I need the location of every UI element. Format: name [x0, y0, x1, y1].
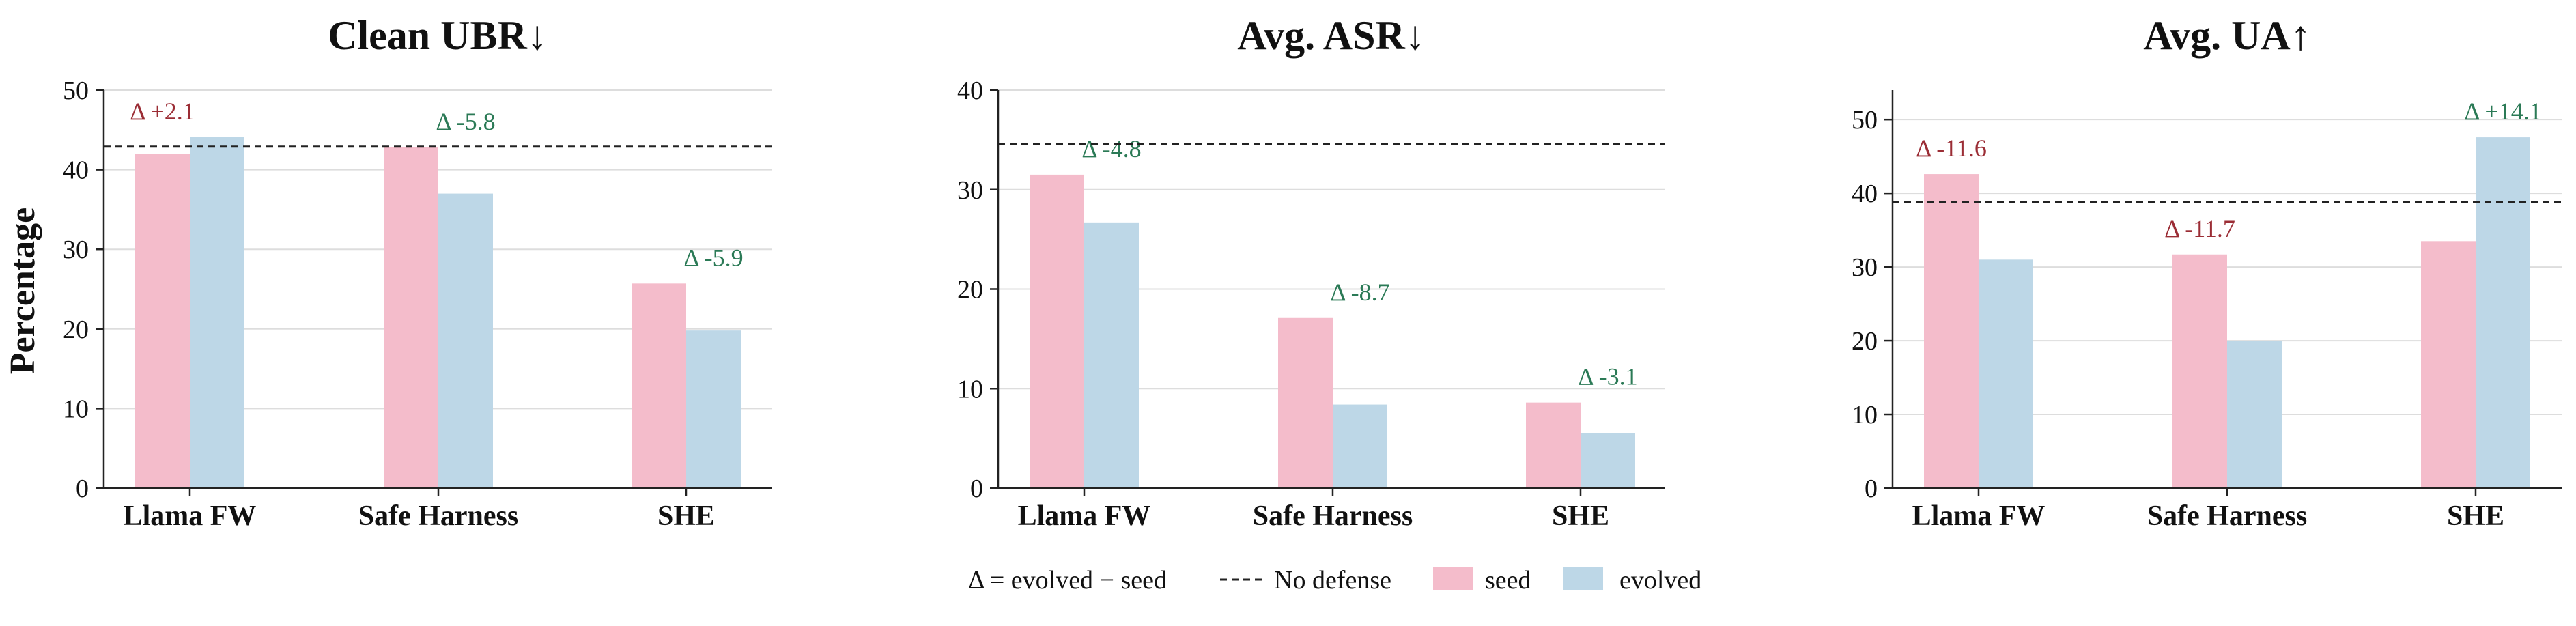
legend-no-defense-label: No defense — [1274, 566, 1391, 595]
bar-seed — [1924, 174, 1979, 489]
panel-3: Avg. UA↑ 0 10 20 30 40 50 Llama FW Δ -11.6 Safe H… — [1852, 13, 2562, 532]
bar-seed — [1030, 174, 1084, 488]
panel-1: Clean UBR↓ 0 10 20 30 40 50 Llama FW Δ +2.1 Safe … — [63, 13, 772, 532]
bar-evolved — [686, 330, 741, 488]
y-tick-label: 30 — [957, 176, 983, 205]
y-tick-label: 0 — [76, 474, 89, 503]
y-tick-label: 50 — [1852, 106, 1878, 134]
y-tick-label: 20 — [63, 315, 89, 344]
bar-evolved — [1979, 259, 2033, 488]
bar-seed — [632, 283, 686, 488]
bar-seed — [1526, 402, 1581, 488]
y-tick-label: 30 — [63, 236, 89, 264]
panel-2: Avg. ASR↓ 0 10 20 30 40 Llama FW Δ -4.8 Safe Har… — [957, 13, 1665, 532]
bar-evolved — [438, 193, 493, 488]
y-axis-label: Percentage — [3, 208, 42, 374]
delta-label: Δ -5.9 — [683, 244, 743, 271]
bar-seed — [2421, 241, 2476, 488]
delta-label: Δ -4.8 — [1081, 135, 1141, 162]
x-tick-label: Llama FW — [124, 500, 257, 532]
y-tick-label: 30 — [1852, 253, 1878, 282]
x-tick-label: SHE — [657, 500, 715, 532]
legend-seed-label: seed — [1485, 566, 1531, 595]
legend-delta-definition: Δ = evolved − seed — [968, 566, 1167, 595]
x-tick-label: Safe Harness — [1253, 500, 1413, 532]
delta-label: Δ -11.7 — [2164, 215, 2235, 242]
bar-evolved — [2227, 341, 2282, 488]
x-tick-label: SHE — [1552, 500, 1609, 532]
y-tick-label: 0 — [1865, 474, 1878, 503]
delta-label: Δ +2.1 — [130, 98, 195, 125]
bar-seed — [1278, 317, 1333, 488]
bar-seed — [384, 147, 438, 488]
y-tick-label: 0 — [970, 474, 983, 503]
x-tick-label: Safe Harness — [2147, 500, 2308, 532]
chart-title: Clean UBR↓ — [328, 13, 548, 58]
y-tick-label: 50 — [63, 76, 89, 105]
delta-label: Δ -11.6 — [1916, 134, 1987, 162]
legend-evolved-swatch — [1563, 567, 1603, 590]
delta-label: Δ -5.8 — [436, 108, 495, 135]
bar-seed — [135, 154, 190, 488]
bar-evolved — [2476, 137, 2530, 488]
x-tick-label: SHE — [2447, 500, 2504, 532]
y-tick-label: 20 — [1852, 327, 1878, 356]
y-tick-label: 40 — [1852, 180, 1878, 208]
legend-evolved-label: evolved — [1619, 566, 1701, 595]
delta-label: Δ -8.7 — [1330, 279, 1389, 306]
x-tick-label: Llama FW — [1018, 500, 1151, 532]
bar-evolved — [1084, 222, 1139, 488]
legend: Δ = evolved − seed No defense seed evolv… — [968, 566, 1701, 595]
bar-evolved — [190, 137, 244, 488]
chart-title: Avg. ASR↓ — [1237, 13, 1426, 58]
y-tick-label: 40 — [63, 156, 89, 185]
bar-seed — [2172, 254, 2227, 488]
panels: Clean UBR↓ 0 10 20 30 40 50 Llama FW Δ +2.1 Safe … — [63, 13, 2562, 532]
x-tick-label: Safe Harness — [358, 500, 519, 532]
y-tick-label: 10 — [957, 375, 983, 403]
y-tick-label: 20 — [957, 276, 983, 304]
y-tick-label: 10 — [1852, 401, 1878, 429]
y-tick-label: 10 — [63, 395, 89, 423]
delta-label: Δ +14.1 — [2464, 98, 2541, 125]
y-tick-label: 40 — [957, 76, 983, 105]
chart-title: Avg. UA↑ — [2143, 13, 2311, 58]
legend-seed-swatch — [1433, 567, 1473, 590]
delta-label: Δ -3.1 — [1578, 363, 1637, 390]
bar-evolved — [1581, 433, 1635, 488]
x-tick-label: Llama FW — [1912, 500, 2046, 532]
bar-evolved — [1333, 404, 1387, 488]
